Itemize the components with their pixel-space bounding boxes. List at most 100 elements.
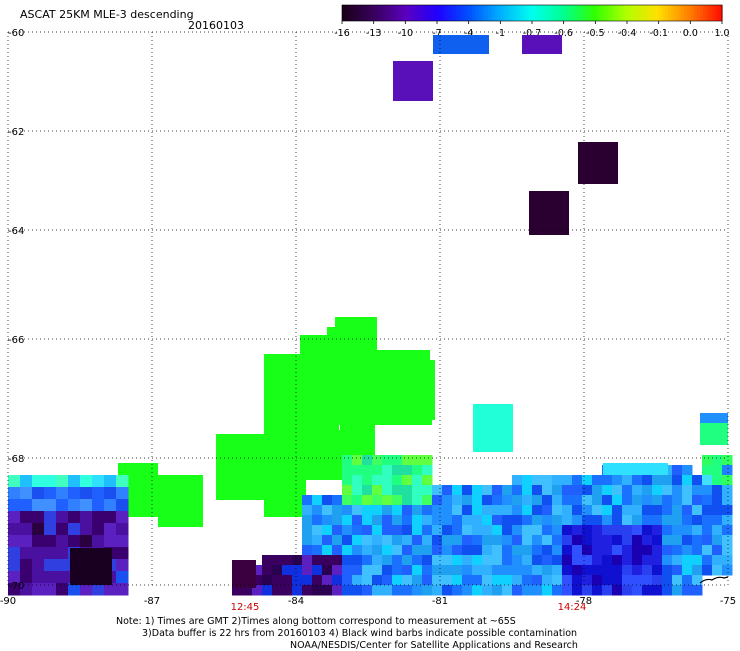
data-cell	[462, 565, 473, 576]
data-cell	[662, 495, 673, 506]
data-cell	[372, 455, 383, 466]
data-cell	[372, 585, 383, 596]
data-cell	[20, 499, 33, 512]
data-cell	[68, 511, 81, 524]
map-date: 20160103	[188, 19, 244, 32]
data-cell	[312, 575, 323, 586]
data-cell	[20, 547, 33, 560]
footnote-line-3: NOAA/NESDIS/Center for Satellite Applica…	[290, 640, 578, 651]
data-cell	[492, 555, 503, 566]
data-cell	[602, 575, 613, 586]
legend-swatch	[608, 5, 612, 21]
data-cell	[572, 575, 583, 586]
data-cell	[662, 565, 673, 576]
data-cell	[722, 515, 733, 526]
data-cell	[104, 475, 117, 488]
data-cell	[104, 487, 117, 500]
legend-swatch	[560, 5, 565, 21]
legend-swatch	[503, 5, 508, 21]
data-cell	[712, 495, 723, 506]
legend-swatch	[693, 5, 698, 21]
legend-swatch	[563, 5, 568, 21]
data-cell	[552, 585, 563, 596]
legend-swatch	[633, 5, 638, 21]
data-cell	[8, 535, 21, 548]
data-cell	[322, 565, 333, 576]
data-cell	[116, 535, 129, 548]
data-cell	[70, 548, 112, 585]
data-cell	[92, 487, 105, 500]
data-cell	[44, 523, 57, 536]
data-cell	[702, 545, 713, 556]
data-cell	[592, 545, 603, 556]
data-cell	[592, 565, 603, 576]
data-cell	[68, 523, 81, 536]
legend-swatch	[646, 5, 650, 21]
data-cell	[612, 495, 623, 506]
data-cell	[116, 523, 129, 536]
data-cell	[522, 545, 533, 556]
data-cell	[482, 585, 493, 596]
data-cell	[492, 505, 503, 516]
data-cell	[20, 571, 33, 584]
legend-label: -4	[464, 28, 473, 39]
data-cell	[402, 495, 413, 506]
data-cell	[662, 525, 673, 536]
legend-swatch	[342, 5, 346, 21]
legend-label: -7	[432, 28, 441, 39]
data-cell	[632, 505, 643, 516]
data-cell	[8, 583, 21, 596]
data-cell	[412, 525, 423, 536]
data-cell	[722, 545, 733, 556]
data-cell	[462, 495, 473, 506]
legend-label: -0.6	[554, 28, 573, 39]
data-cell	[332, 495, 343, 506]
data-cell	[582, 495, 593, 506]
data-cell	[472, 545, 483, 556]
data-cell	[692, 535, 703, 546]
data-cell	[682, 545, 693, 556]
data-cell	[572, 475, 583, 486]
data-cell	[32, 583, 45, 596]
data-cell	[302, 585, 313, 596]
data-cell	[342, 525, 353, 536]
data-cell	[422, 545, 433, 556]
data-cell	[412, 555, 423, 566]
legend-swatch	[687, 5, 691, 21]
data-cell	[492, 515, 503, 526]
data-cell	[412, 545, 423, 556]
legend-swatch	[699, 5, 704, 21]
legend-swatch	[383, 5, 387, 21]
data-cell	[712, 475, 723, 486]
data-cell	[612, 545, 623, 556]
data-cell	[622, 505, 633, 516]
data-cell	[252, 565, 263, 576]
legend-swatch	[677, 5, 682, 21]
data-cell	[572, 485, 583, 496]
legend-label: -0.5	[586, 28, 605, 39]
data-cell	[712, 555, 723, 566]
legend-swatch	[554, 5, 558, 21]
data-cell	[352, 515, 363, 526]
data-cell	[372, 485, 383, 496]
data-cell	[252, 575, 263, 586]
data-cell	[382, 485, 393, 496]
data-cell	[432, 515, 443, 526]
data-cell	[452, 535, 463, 546]
data-cell	[68, 487, 81, 500]
data-cell	[362, 485, 373, 496]
data-cell	[412, 575, 423, 586]
data-cell	[472, 505, 483, 516]
coastline-path	[699, 576, 729, 584]
data-cell	[362, 515, 373, 526]
data-cell	[402, 505, 413, 516]
data-cell	[552, 475, 563, 486]
data-cell	[552, 565, 563, 576]
data-cell	[502, 525, 513, 536]
data-cell	[642, 495, 653, 506]
data-cell	[362, 545, 373, 556]
data-cell	[322, 525, 333, 536]
data-cell	[422, 585, 433, 596]
data-cell	[482, 535, 493, 546]
data-cell	[462, 555, 473, 566]
